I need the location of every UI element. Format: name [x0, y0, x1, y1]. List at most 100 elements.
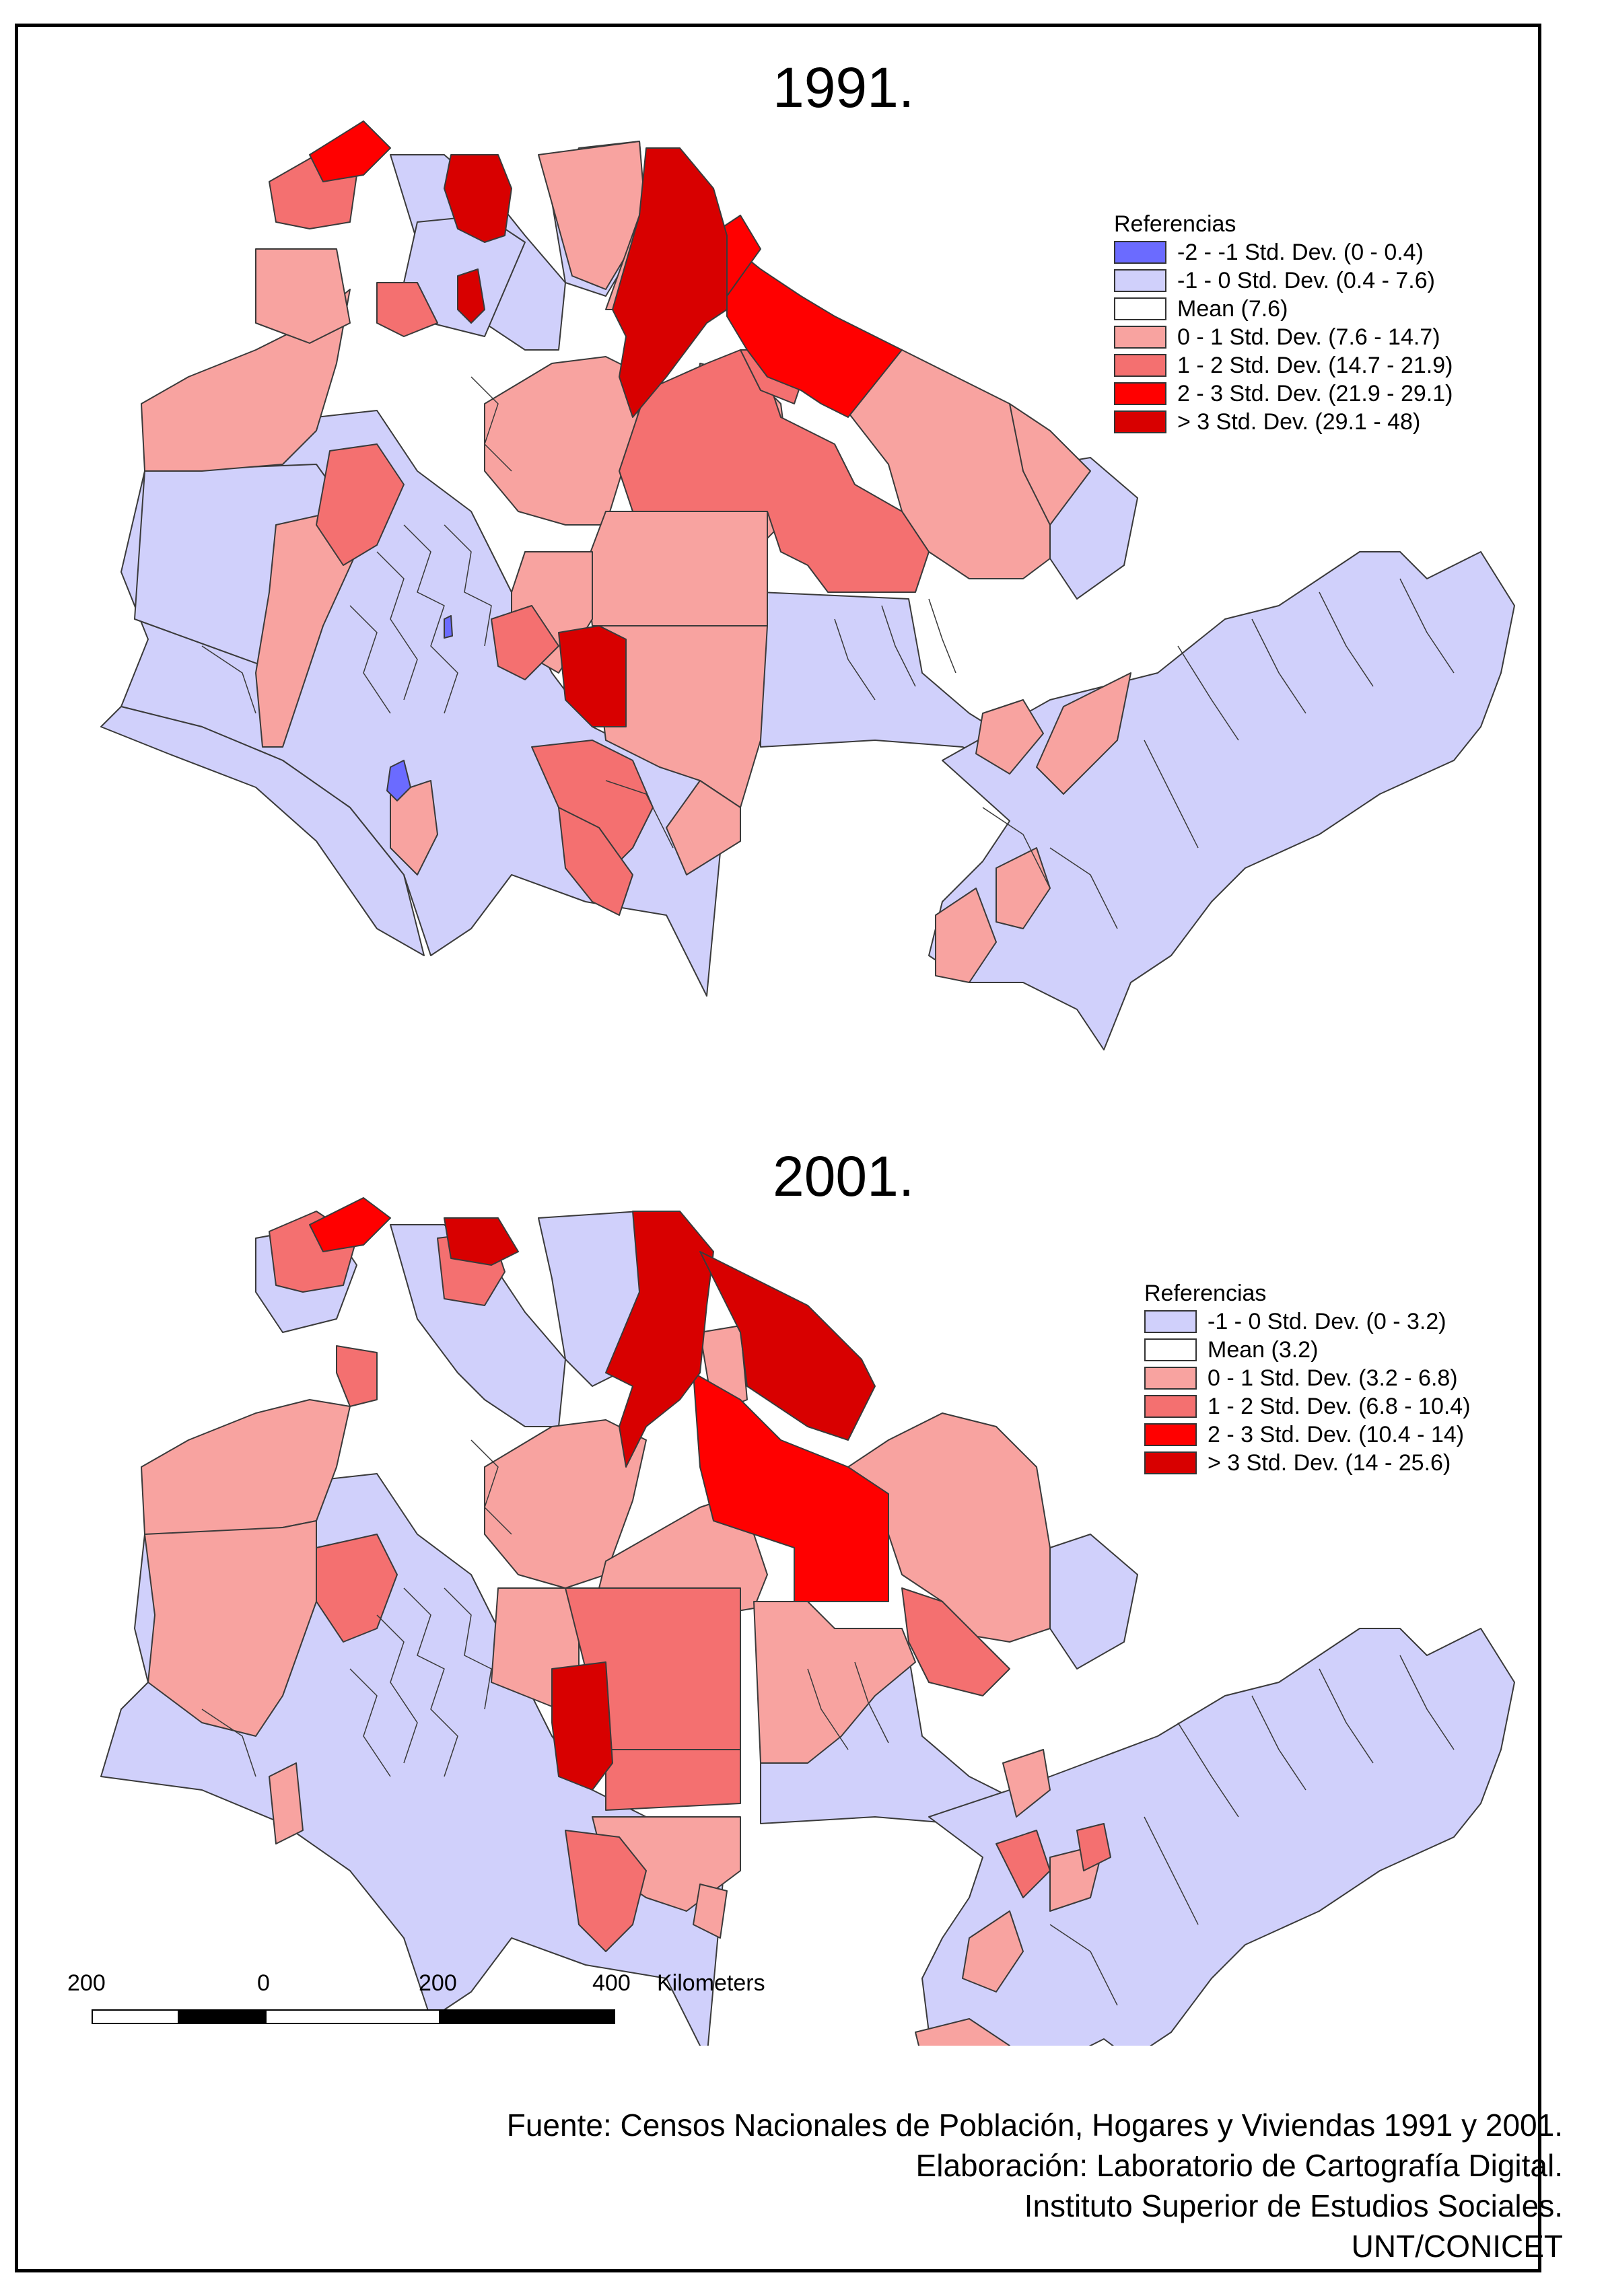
credits: Fuente: Censos Nacionales de Población, … — [507, 2105, 1563, 2266]
legend-label: Mean (3.2) — [1208, 1337, 1319, 1363]
region — [558, 625, 627, 727]
credit-institute: Instituto Superior de Estudios Sociales. — [1024, 2188, 1563, 2223]
region — [605, 1211, 714, 1468]
region — [390, 780, 438, 875]
region — [1002, 1749, 1051, 1818]
region — [753, 1601, 916, 1764]
region — [928, 551, 1515, 1050]
legend-label: -1 - 0 Std. Dev. (0 - 3.2) — [1208, 1309, 1446, 1334]
region — [666, 780, 741, 875]
scale-label: 0 — [257, 1970, 270, 1996]
legend-swatch — [1114, 410, 1166, 433]
region — [269, 1762, 304, 1844]
scale-segment — [265, 2009, 440, 2024]
region — [1036, 672, 1131, 795]
legend-swatch — [1114, 382, 1166, 405]
region — [100, 706, 425, 956]
region — [935, 888, 997, 983]
region — [693, 1372, 889, 1602]
region — [316, 443, 405, 566]
legend-item: > 3 Std. Dev. (29.1 - 48) — [1114, 408, 1453, 436]
region — [996, 1830, 1051, 1898]
legend-label: Mean (7.6) — [1177, 296, 1288, 322]
map-frame — [15, 24, 1541, 2272]
region — [612, 147, 728, 418]
credit-org: UNT/CONICET — [1351, 2229, 1563, 2264]
region — [901, 1587, 1010, 1696]
scale-unit: Kilometers — [657, 1970, 765, 1996]
region — [336, 1345, 378, 1407]
choropleth-map-2001 — [100, 1197, 1515, 2046]
scale-segment — [439, 2009, 615, 2024]
region — [1049, 1534, 1138, 1670]
legend-swatch — [1114, 297, 1166, 320]
legend-item: Mean (7.6) — [1114, 295, 1453, 323]
scale-label: 200 — [67, 1970, 106, 1996]
legend-swatch — [1144, 1367, 1197, 1390]
region — [841, 336, 1051, 579]
legend-1991: Referencias -2 - -1 Std. Dev. (0 - 0.4) … — [1114, 213, 1453, 436]
region — [484, 1419, 647, 1589]
legend-swatch — [1144, 1310, 1197, 1333]
region — [1076, 1823, 1111, 1871]
region — [444, 1217, 519, 1266]
legend-swatch — [1144, 1451, 1197, 1474]
legend-item: -1 - 0 Std. Dev. (0 - 3.2) — [1144, 1307, 1471, 1336]
legend-item: 0 - 1 Std. Dev. (7.6 - 14.7) — [1114, 323, 1453, 351]
legend-item: -1 - 0 Std. Dev. (0.4 - 7.6) — [1114, 266, 1453, 295]
legend-swatch — [1114, 354, 1166, 377]
scale-segment — [178, 2009, 267, 2024]
region — [376, 282, 438, 337]
credit-elaboration: Elaboración: Laboratorio de Cartografía … — [915, 2148, 1563, 2183]
region — [605, 1749, 741, 1811]
legend-swatch — [1114, 269, 1166, 292]
legend-label: > 3 Std. Dev. (14 - 25.6) — [1208, 1450, 1451, 1476]
legend-item: -2 - -1 Std. Dev. (0 - 0.4) — [1114, 238, 1453, 266]
legend-title: Referencias — [1114, 211, 1236, 237]
region — [693, 1884, 728, 1939]
region — [996, 847, 1051, 929]
region — [1009, 403, 1091, 526]
region — [962, 1910, 1024, 1993]
legend-swatch — [1114, 326, 1166, 349]
legend-item: 1 - 2 Std. Dev. (14.7 - 21.9) — [1114, 351, 1453, 380]
region — [144, 1520, 317, 1737]
legend-label: 2 - 3 Std. Dev. (10.4 - 14) — [1208, 1422, 1465, 1447]
region — [444, 615, 453, 639]
scale-bar: 200 0 200 400 Kilometers — [67, 1970, 862, 2065]
region — [309, 120, 391, 182]
legend-item: 0 - 1 Std. Dev. (3.2 - 6.8) — [1144, 1364, 1471, 1392]
map-title-1991: 1991. — [773, 56, 915, 119]
region — [255, 248, 351, 344]
legend-label: 0 - 1 Std. Dev. (7.6 - 14.7) — [1177, 324, 1440, 350]
legend-title: Referencias — [1144, 1281, 1267, 1306]
region — [457, 268, 485, 324]
legend-label: 0 - 1 Std. Dev. (3.2 - 6.8) — [1208, 1365, 1458, 1391]
legend-item: 2 - 3 Std. Dev. (21.9 - 29.1) — [1114, 380, 1453, 408]
scale-segment — [92, 2009, 179, 2024]
region — [444, 154, 512, 243]
legend-swatch — [1144, 1338, 1197, 1361]
legend-2001: Referencias -1 - 0 Std. Dev. (0 - 3.2) M… — [1144, 1282, 1471, 1477]
region — [484, 356, 647, 526]
legend-swatch — [1144, 1423, 1197, 1446]
scale-label: 400 — [592, 1970, 631, 1996]
credit-source: Fuente: Censos Nacionales de Población, … — [506, 2108, 1563, 2143]
region — [141, 1399, 351, 1535]
map-title-2001: 2001. — [773, 1145, 915, 1208]
legend-item: 1 - 2 Std. Dev. (6.8 - 10.4) — [1144, 1392, 1471, 1421]
region — [386, 760, 411, 801]
region — [551, 1661, 613, 1791]
region — [915, 2018, 1010, 2046]
legend-label: 2 - 3 Std. Dev. (21.9 - 29.1) — [1177, 381, 1453, 406]
region — [699, 1251, 876, 1441]
legend-label: -1 - 0 Std. Dev. (0.4 - 7.6) — [1177, 268, 1435, 293]
region — [558, 807, 633, 916]
legend-swatch — [1114, 241, 1166, 264]
legend-label: 1 - 2 Std. Dev. (6.8 - 10.4) — [1208, 1394, 1471, 1419]
region — [309, 1197, 391, 1252]
legend-label: 1 - 2 Std. Dev. (14.7 - 21.9) — [1177, 353, 1453, 378]
legend-item: Mean (3.2) — [1144, 1336, 1471, 1364]
region — [921, 1628, 1515, 2046]
region — [726, 242, 903, 418]
